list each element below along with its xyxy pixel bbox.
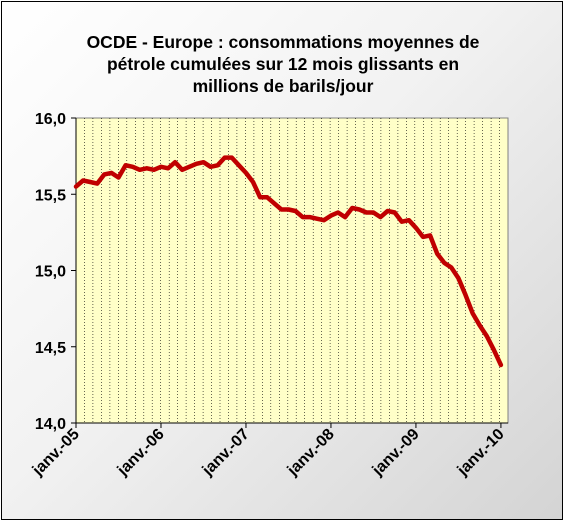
data-point [267,197,268,198]
data-point [479,325,480,326]
data-point [246,172,247,173]
data-point [238,165,239,166]
data-point [345,217,346,218]
data-point [104,174,105,175]
x-tick-label: janv.-10 [454,426,508,480]
x-tick-label: janv.-06 [114,426,168,480]
y-tick-label: 15,0 [35,264,66,281]
data-point [274,203,275,204]
data-point [132,166,133,167]
x-tick-label: janv.-08 [284,426,338,480]
data-point [486,336,487,337]
data-point [415,227,416,228]
chart-title-line-3: millions de barils/jour [192,76,374,96]
data-point [444,262,445,263]
data-point [224,157,225,158]
data-point [451,267,452,268]
data-point [203,162,204,163]
data-point [323,220,324,221]
series-line-0 [73,155,504,368]
y-tick-label: 14,0 [35,416,66,433]
x-tick-label: janv.-07 [199,426,253,480]
data-point [175,162,176,163]
plot-area [75,117,509,424]
data-point [189,166,190,167]
data-point [288,209,289,210]
data-point [161,166,162,167]
y-tick-label: 14,5 [35,340,66,357]
data-point [260,197,261,198]
x-tick-label: janv.-05 [29,426,83,480]
data-point [472,313,473,314]
data-point [465,294,466,295]
chart-title-line-2: pétrole cumulées sur 12 mois glissants e… [106,54,460,74]
data-point [373,212,374,213]
data-point [76,186,77,187]
data-point [90,182,91,183]
data-point [125,165,126,166]
data-point [437,253,438,254]
data-point [394,212,395,213]
series-layer [73,155,504,368]
data-point [493,349,494,350]
x-tick-label: janv.-09 [369,426,423,480]
data-point [111,172,112,173]
data-point [210,166,211,167]
data-point [281,209,282,210]
chart-title-line-1: OCDE - Europe : consommations moyennes d… [86,32,480,52]
data-point [338,212,339,213]
data-point [253,182,254,183]
data-point [196,163,197,164]
y-tick-label: 15,5 [35,187,66,204]
data-point [182,169,183,170]
data-point [316,218,317,219]
x-axis-tick-labels: janv.-05 janv.-06 janv.-07 janv.-08 janv.-09… [29,423,508,480]
data-point [458,278,459,279]
data-point [139,169,140,170]
chart-title: OCDE - Europe : consommations moyennes d… [40,31,526,97]
data-point [366,212,367,213]
data-point [118,177,119,178]
data-point [331,215,332,216]
data-point [295,211,296,212]
data-point [352,208,353,209]
data-point [146,168,147,169]
data-point [168,168,169,169]
y-axis-tick-labels: 14,0 14,5 15,0 15,5 16,0 [35,111,76,433]
data-point [401,221,402,222]
data-point [309,217,310,218]
data-point [217,165,218,166]
data-point [231,157,232,158]
data-point [359,209,360,210]
data-point [387,211,388,212]
data-point [153,169,154,170]
data-point [83,180,84,181]
data-point [97,183,98,184]
data-point [302,217,303,218]
data-point [380,217,381,218]
y-tick-label: 16,0 [35,111,66,128]
data-point [430,235,431,236]
data-point [423,236,424,237]
data-point [408,220,409,221]
data-point [500,365,501,366]
